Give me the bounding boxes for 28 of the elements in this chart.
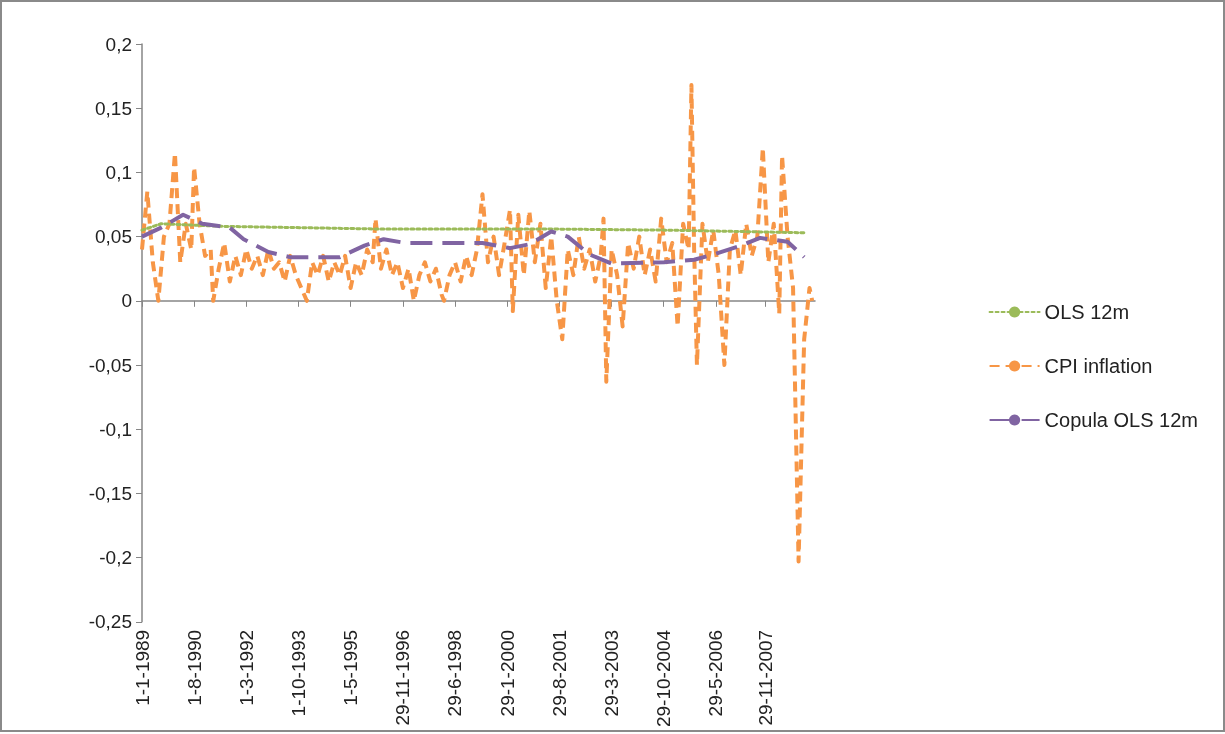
x-tick-label: 29-11-2007 xyxy=(754,629,776,726)
x-tick-label: 1-5-1995 xyxy=(340,629,362,706)
y-tick-label: 0 xyxy=(121,290,132,312)
x-tick-label: 29-6-1998 xyxy=(444,629,466,717)
line-series xyxy=(140,212,807,266)
x-tick-label: 1-10-1993 xyxy=(288,629,310,717)
x-tick-label: 1-8-1990 xyxy=(183,629,205,706)
y-tick-label: -0,25 xyxy=(88,611,132,633)
x-tick-label: 1-3-1992 xyxy=(235,629,257,706)
y-tick-label: 0,05 xyxy=(95,226,132,248)
x-tick-label: 29-1-2000 xyxy=(496,629,518,717)
x-tick-label: 29-10-2004 xyxy=(653,629,675,728)
legend-label: CPI inflation xyxy=(1044,355,1153,377)
x-tick-label: 1-1-1989 xyxy=(131,629,153,706)
x-tick-label: 29-11-1996 xyxy=(392,629,414,726)
line-series xyxy=(140,222,806,235)
y-tick-label: 0,15 xyxy=(95,97,132,119)
x-tick-label: 29-5-2006 xyxy=(705,629,727,717)
legend-label: Copula OLS 12m xyxy=(1044,409,1198,431)
y-tick-label: -0,2 xyxy=(99,547,132,569)
x-tick-label: 29-3-2003 xyxy=(600,629,622,717)
x-tick-label: 29-8-2001 xyxy=(548,629,570,717)
y-tick-label: -0,05 xyxy=(88,354,132,376)
y-tick-label: 0,1 xyxy=(105,161,132,183)
legend-label: OLS 12m xyxy=(1044,301,1130,323)
y-tick-label: 0,2 xyxy=(105,33,132,55)
y-tick-label: -0,15 xyxy=(88,482,132,504)
y-tick-label: -0,1 xyxy=(99,418,132,440)
